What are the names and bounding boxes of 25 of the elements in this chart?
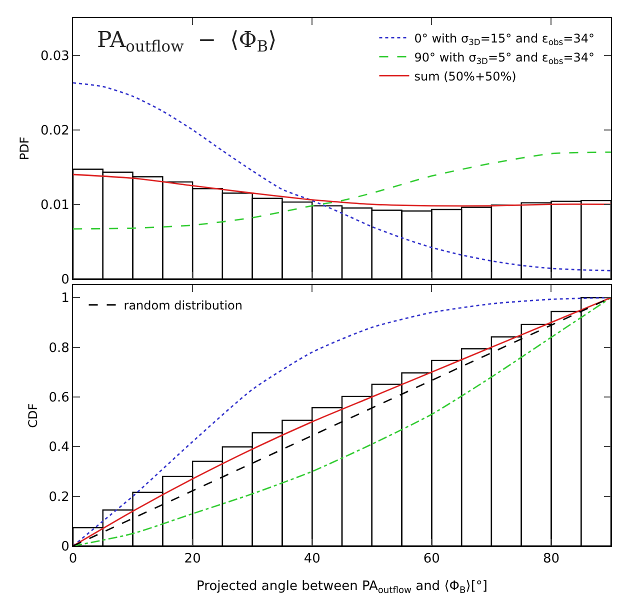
x-axis-title: Projected angle between PA$_{outflow}$ and ⟨Φ$_{B}$⟩[°] (196, 579, 488, 596)
line-series (73, 82, 611, 272)
y-tick-label: 0.03 (40, 48, 70, 64)
y-tick-label: 0.2 (48, 490, 70, 505)
y-tick-label: 0.4 (48, 440, 70, 456)
x-tick-label: 20 (184, 552, 201, 567)
x-tick-label: 60 (423, 552, 440, 567)
y-axis-title: CDF (26, 403, 40, 428)
legend-label: sum (50%+50%) (414, 69, 516, 84)
y-tick-label: 0 (61, 540, 70, 555)
y-tick-label: 0.8 (48, 340, 70, 356)
y-axis-title: PDF (18, 136, 32, 160)
legend-label: 90° with σ$_{3D}$=5° and ε$_{obs}$=34° (414, 50, 595, 66)
line-series (73, 151, 611, 230)
y-tick-label: 1 (61, 291, 70, 306)
x-tick-label: 80 (542, 552, 560, 567)
legend-label: 0° with σ$_{3D}$=15° and ε$_{obs}$=34° (414, 31, 595, 47)
legend-label: random distribution (124, 298, 243, 313)
y-tick-label: 0.6 (48, 390, 70, 406)
y-tick-label: 0.02 (40, 123, 70, 138)
x-tick-label: 40 (304, 552, 320, 567)
line-series (73, 174, 611, 207)
y-tick-label: 0.01 (40, 198, 70, 213)
text: PA$_{outflow}$ − ⟨Φ$_{B}$⟩ (97, 28, 277, 56)
y-tick-label: 0 (61, 272, 70, 288)
